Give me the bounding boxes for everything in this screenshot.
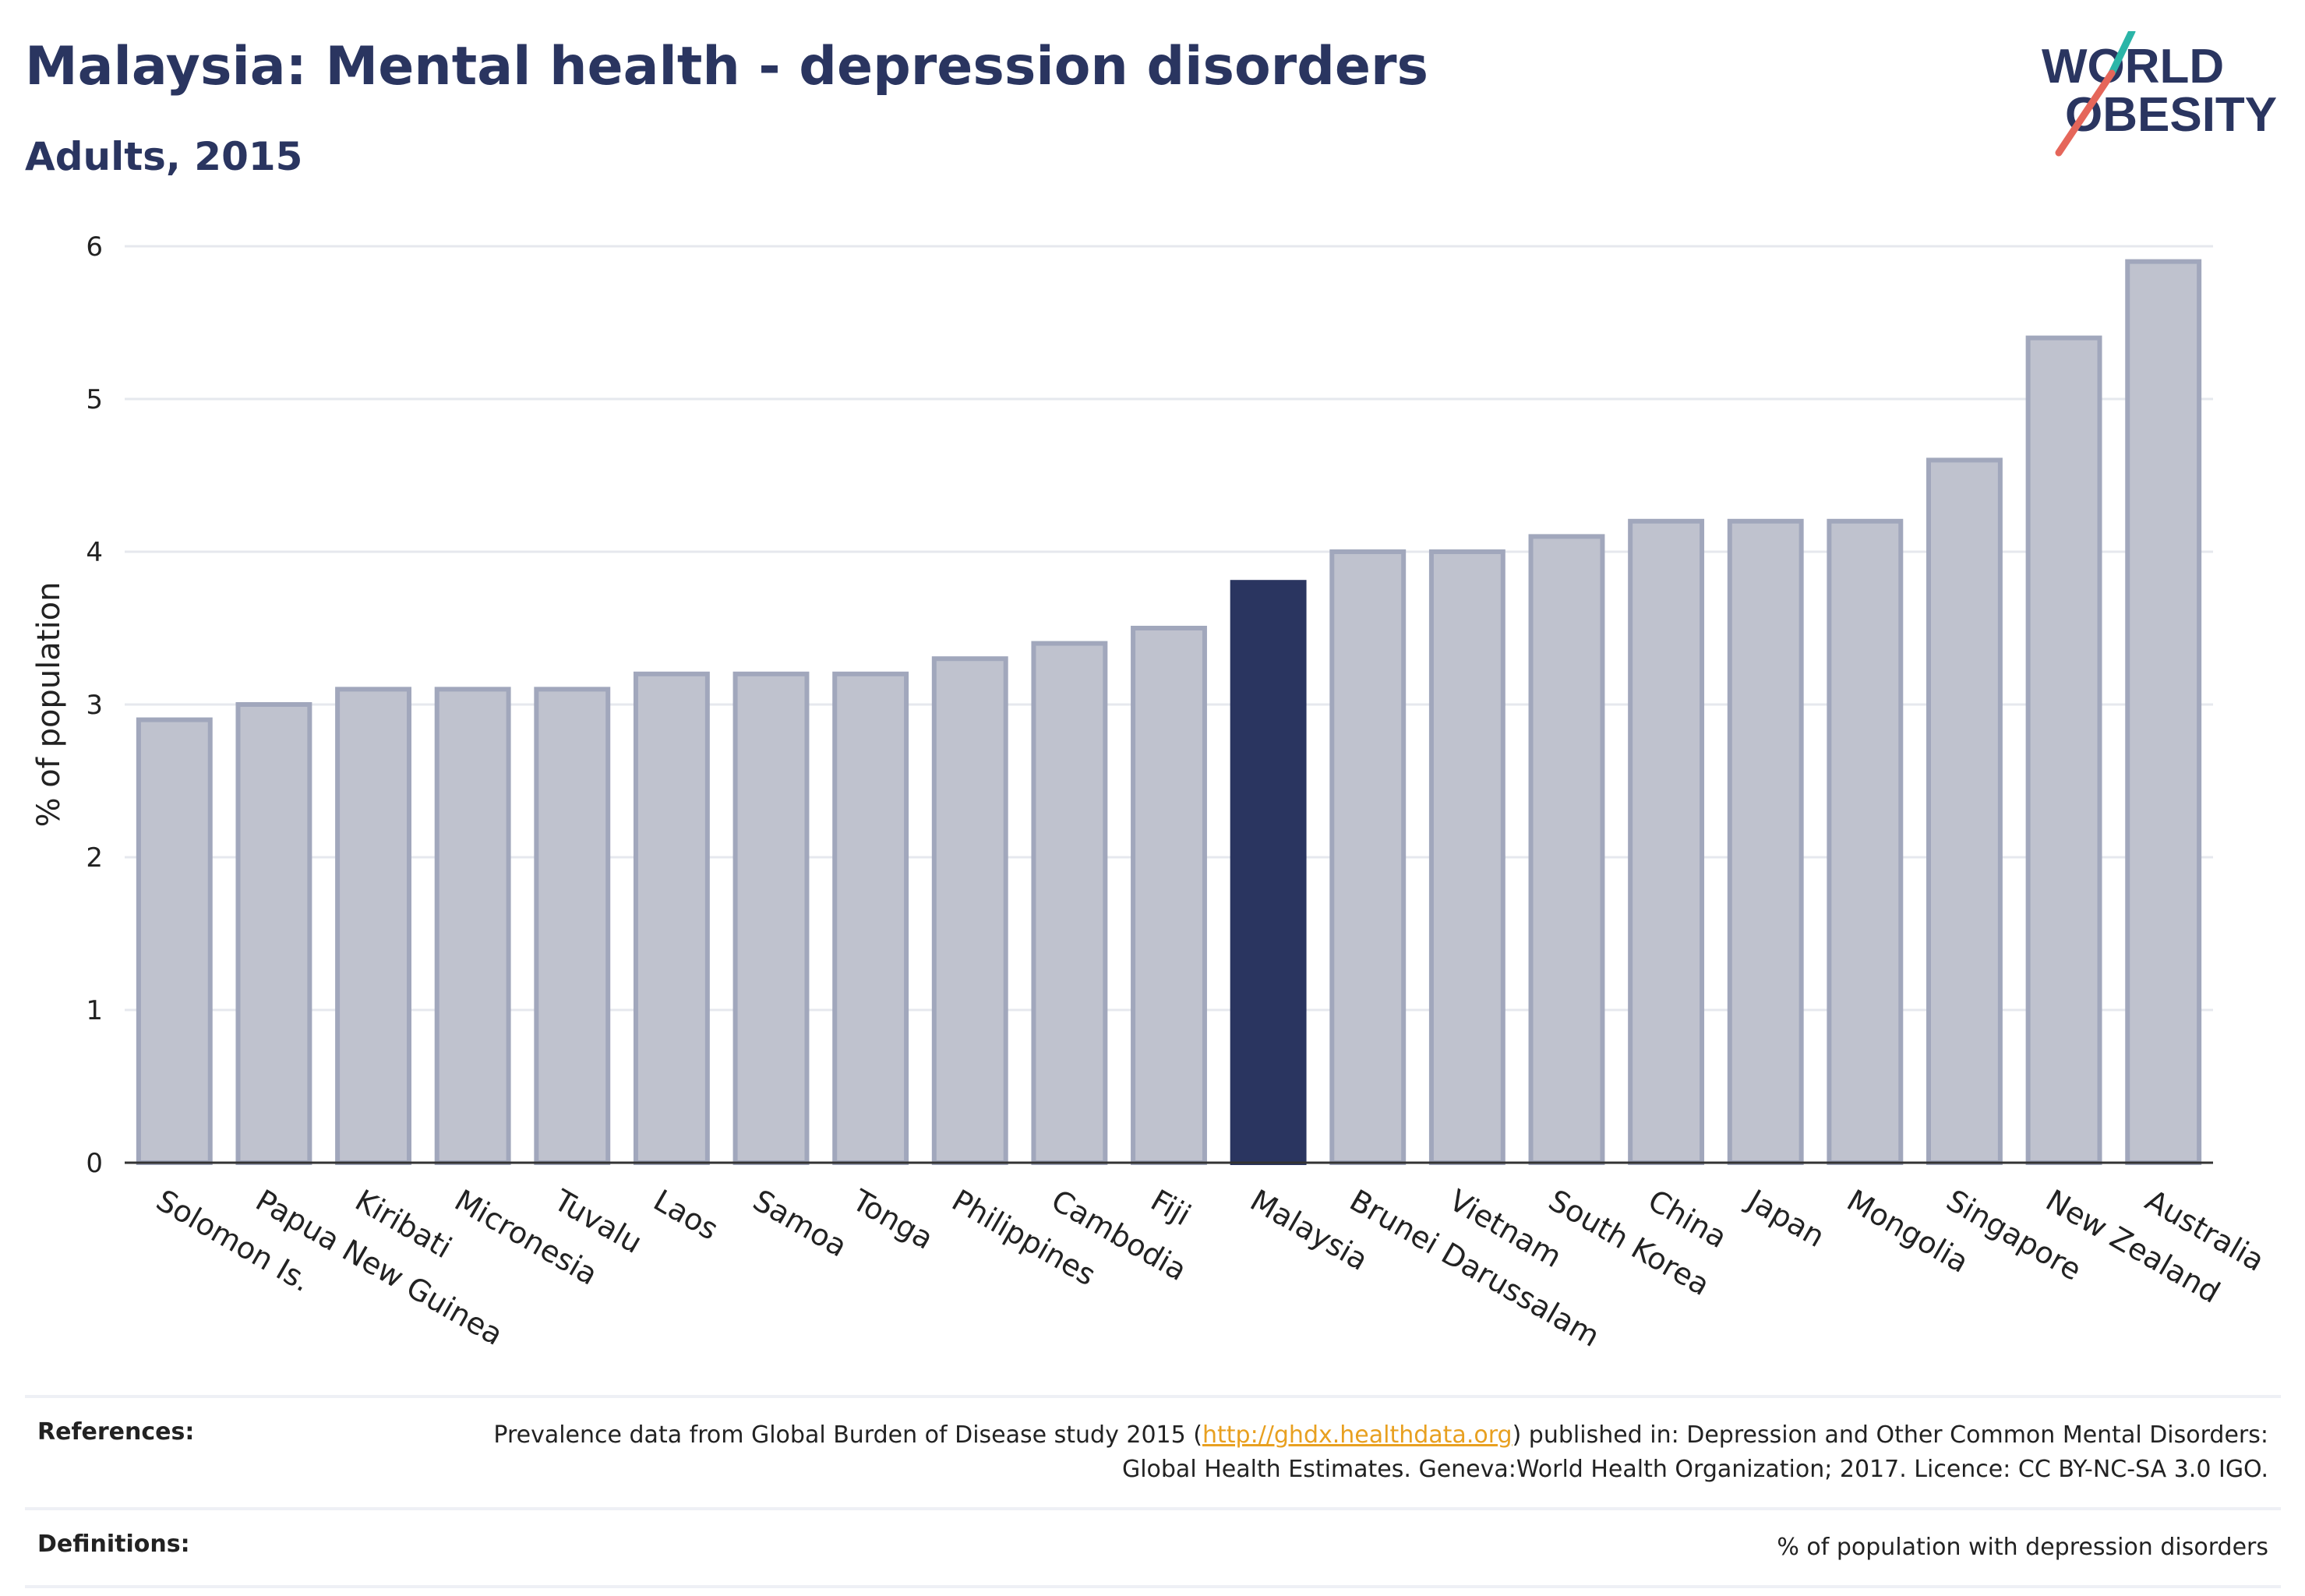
bar bbox=[1628, 518, 1705, 1165]
bar bbox=[732, 671, 810, 1165]
y-tick-label: 5 bbox=[86, 384, 103, 415]
x-tick-label: Tonga bbox=[846, 1182, 939, 1255]
x-tick-label: Samoa bbox=[747, 1183, 852, 1264]
bar bbox=[1727, 518, 1804, 1165]
references-text-before: Prevalence data from Global Burden of Di… bbox=[493, 1421, 1202, 1449]
bar bbox=[1428, 549, 1505, 1165]
chart-subtitle: Adults, 2015 bbox=[25, 134, 303, 179]
bar bbox=[1131, 626, 1207, 1165]
bar bbox=[931, 656, 1008, 1165]
x-tick-label: Fiji bbox=[1145, 1183, 1197, 1232]
y-axis-label: % of population bbox=[31, 582, 67, 828]
y-tick-label: 1 bbox=[86, 995, 103, 1026]
bar bbox=[1528, 534, 1605, 1165]
references-row: References: Prevalence data from Global … bbox=[25, 1395, 2281, 1507]
definitions-text: % of population with depression disorder… bbox=[1777, 1534, 2268, 1561]
y-tick-label: 2 bbox=[86, 842, 103, 874]
bar bbox=[235, 702, 312, 1165]
y-tick-label: 6 bbox=[86, 231, 103, 263]
bar bbox=[832, 671, 909, 1165]
bar bbox=[1926, 457, 2003, 1165]
bar bbox=[1329, 549, 1407, 1165]
logo-line1: WORLD bbox=[2042, 40, 2224, 94]
bar bbox=[2125, 259, 2202, 1166]
bar bbox=[2025, 335, 2102, 1166]
bar bbox=[136, 717, 213, 1165]
y-tick-label: 4 bbox=[86, 537, 103, 568]
logo-slash-teal bbox=[2108, 31, 2136, 77]
bar bbox=[534, 687, 611, 1165]
y-tick-label: 3 bbox=[86, 690, 103, 721]
definitions-row: Definitions: % of population with depres… bbox=[25, 1507, 2281, 1588]
logo-line2: OBESITY bbox=[2065, 88, 2277, 142]
bar bbox=[633, 671, 710, 1165]
chart-title: Malaysia: Mental health - depression dis… bbox=[25, 36, 1429, 97]
x-tick-label: Laos bbox=[648, 1183, 724, 1247]
world-obesity-logo: WORLD OBESITY bbox=[2042, 31, 2277, 157]
definitions-label: Definitions: bbox=[37, 1531, 190, 1558]
y-tick-label: 0 bbox=[86, 1148, 103, 1179]
bar bbox=[335, 687, 411, 1165]
reference-table: References: Prevalence data from Global … bbox=[25, 1395, 2281, 1588]
references-text-after: ) published in: Depression and Other Com… bbox=[1121, 1421, 2268, 1483]
bar bbox=[1827, 518, 1904, 1165]
logo-slash-coral bbox=[2055, 69, 2116, 157]
references-text: Prevalence data from Global Burden of Di… bbox=[476, 1418, 2268, 1487]
bar-highlight bbox=[1230, 580, 1307, 1165]
bar bbox=[1031, 641, 1108, 1165]
x-tick-label: Japan bbox=[1740, 1182, 1830, 1254]
references-label: References: bbox=[37, 1418, 195, 1446]
bar bbox=[434, 687, 511, 1165]
references-link[interactable]: http://ghdx.healthdata.org bbox=[1202, 1421, 1513, 1449]
